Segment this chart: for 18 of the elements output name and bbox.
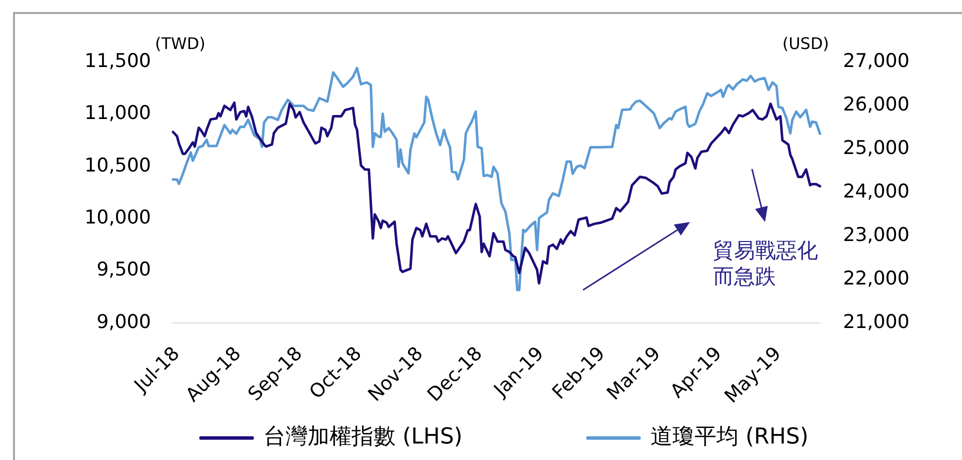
y2-tick-label: 26,000 [843,93,910,116]
y-axis-title: (TWD) [155,34,206,54]
y2-axis-title: (USD) [782,34,829,54]
y-tick-label: 9,500 [96,258,151,281]
y2-tick-label: 24,000 [843,180,910,202]
y2-tick-label: 27,000 [843,50,910,72]
y2-tick-label: 21,000 [843,310,910,333]
annotation: 貿易戰惡化而急跌 [713,238,818,288]
y-tick-label: 11,000 [84,102,151,124]
y-tick-label: 10,000 [84,206,151,229]
y-tick-label: 10,500 [84,154,151,176]
y2-tick-label: 25,000 [843,136,910,159]
y2-tick-label: 23,000 [843,224,910,246]
legend-label: 道瓊平均 (RHS) [650,424,808,450]
y2-tick-label: 22,000 [843,267,910,290]
y-tick-label: 9,000 [96,310,151,333]
y-tick-label: 11,500 [84,50,151,72]
legend-label: 台灣加權指數 (LHS) [264,424,462,450]
